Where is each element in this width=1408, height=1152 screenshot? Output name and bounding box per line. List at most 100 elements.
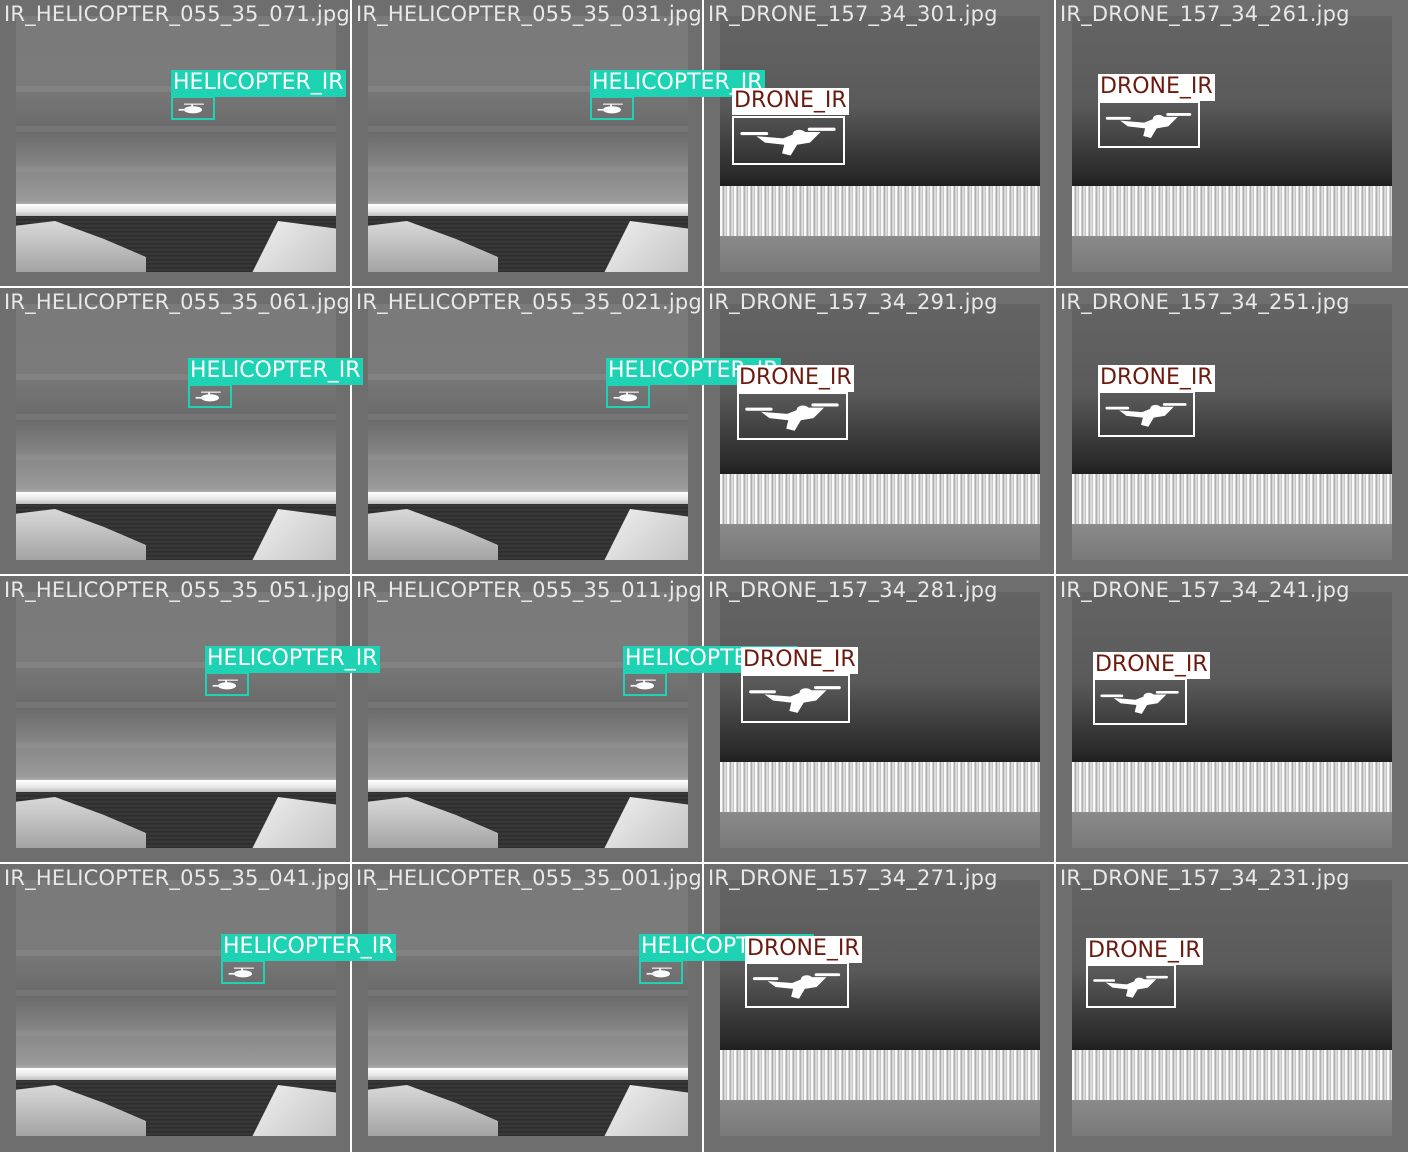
drone-icon <box>1101 104 1197 145</box>
class-label: HELICOPTER_IR <box>221 934 396 961</box>
helicopter-icon <box>224 963 262 981</box>
image-filename: IR_HELICOPTER_055_35_051.jpg <box>4 578 350 602</box>
image-tile[interactable]: IR_HELICOPTER_055_35_021.jpg <box>352 288 704 576</box>
bounding-box[interactable] <box>205 672 249 696</box>
class-label: DRONE_IR <box>745 936 862 963</box>
image-tile[interactable]: IR_HELICOPTER_055_35_051.jpg <box>0 576 352 864</box>
helicopter-icon <box>174 99 212 117</box>
image-tile[interactable]: IR_DRONE_157_34_261.jpg <box>1056 0 1408 288</box>
image-tile[interactable]: IR_DRONE_157_34_301.jpg <box>704 0 1056 288</box>
class-label: DRONE_IR <box>741 647 858 674</box>
grid-divider-horizontal <box>0 286 1408 288</box>
image-filename: IR_HELICOPTER_055_35_001.jpg <box>356 866 702 890</box>
image-tile[interactable]: IR_DRONE_157_34_291.jpg <box>704 288 1056 576</box>
bounding-box[interactable] <box>732 116 845 165</box>
image-filename: IR_HELICOPTER_055_35_061.jpg <box>4 290 350 314</box>
drone-icon <box>1096 681 1184 722</box>
thermal-sea-scene <box>368 304 688 560</box>
bounding-box[interactable] <box>606 384 650 408</box>
bounding-box[interactable] <box>1086 964 1176 1008</box>
image-filename: IR_DRONE_157_34_261.jpg <box>1060 2 1350 26</box>
image-tile[interactable]: IR_DRONE_157_34_281.jpg <box>704 576 1056 864</box>
thermal-sea-scene <box>16 880 336 1136</box>
helicopter-icon <box>191 387 229 405</box>
image-filename: IR_DRONE_157_34_291.jpg <box>708 290 998 314</box>
image-filename: IR_DRONE_157_34_231.jpg <box>1060 866 1350 890</box>
thermal-sea-scene <box>16 304 336 560</box>
bounding-box[interactable] <box>171 96 215 120</box>
image-tile[interactable]: IR_HELICOPTER_055_35_061.jpg <box>0 288 352 576</box>
image-tile[interactable]: IR_HELICOPTER_055_35_071.jpg <box>0 0 352 288</box>
class-label: HELICOPTER_IR <box>188 358 363 385</box>
thermal-sea-scene <box>368 16 688 272</box>
image-filename: IR_DRONE_157_34_301.jpg <box>708 2 998 26</box>
image-tile[interactable]: IR_HELICOPTER_055_35_011.jpg <box>352 576 704 864</box>
image-filename: IR_HELICOPTER_055_35_041.jpg <box>4 866 350 890</box>
image-tile[interactable]: IR_DRONE_157_34_251.jpg <box>1056 288 1408 576</box>
thermal-sea-scene <box>16 592 336 848</box>
thermal-forest-scene <box>1072 592 1392 848</box>
thermal-forest-scene <box>720 880 1040 1136</box>
drone-icon <box>1089 967 1173 1005</box>
thermal-forest-scene <box>720 16 1040 272</box>
bounding-box[interactable] <box>639 960 683 984</box>
image-tile[interactable]: IR_DRONE_157_34_271.jpg <box>704 864 1056 1152</box>
bounding-box[interactable] <box>745 962 849 1008</box>
image-filename: IR_DRONE_157_34_241.jpg <box>1060 578 1350 602</box>
image-tile[interactable]: IR_HELICOPTER_055_35_001.jpg <box>352 864 704 1152</box>
class-label: DRONE_IR <box>737 365 854 392</box>
image-filename: IR_DRONE_157_34_271.jpg <box>708 866 998 890</box>
image-filename: IR_HELICOPTER_055_35_071.jpg <box>4 2 350 26</box>
bounding-box[interactable] <box>737 392 848 440</box>
thermal-sea-scene <box>368 592 688 848</box>
thermal-forest-scene <box>1072 880 1392 1136</box>
bounding-box[interactable] <box>741 674 850 723</box>
grid-divider-vertical <box>1054 0 1056 1152</box>
image-tile[interactable]: IR_DRONE_157_34_241.jpg <box>1056 576 1408 864</box>
drone-icon <box>748 965 846 1005</box>
class-label: HELICOPTER_IR <box>590 70 765 97</box>
bounding-box[interactable] <box>1093 678 1187 725</box>
bounding-box[interactable] <box>188 384 232 408</box>
bounding-box[interactable] <box>623 672 667 696</box>
image-tile[interactable]: IR_HELICOPTER_055_35_031.jpg <box>352 0 704 288</box>
bounding-box[interactable] <box>1098 391 1195 437</box>
thermal-sea-scene <box>368 880 688 1136</box>
bounding-box[interactable] <box>1098 101 1200 148</box>
grid-divider-vertical <box>350 0 352 1152</box>
drone-icon <box>735 119 842 162</box>
class-label: HELICOPTER_IR <box>205 646 380 673</box>
image-tile[interactable]: IR_HELICOPTER_055_35_041.jpg <box>0 864 352 1152</box>
helicopter-icon <box>208 675 246 693</box>
grid-divider-horizontal <box>0 574 1408 576</box>
image-filename: IR_HELICOPTER_055_35_021.jpg <box>356 290 702 314</box>
bounding-box[interactable] <box>590 96 634 120</box>
helicopter-icon <box>642 963 680 981</box>
thermal-sea-scene <box>16 16 336 272</box>
image-filename: IR_HELICOPTER_055_35_011.jpg <box>356 578 702 602</box>
drone-icon <box>744 677 847 720</box>
grid-divider-horizontal <box>0 862 1408 864</box>
class-label: DRONE_IR <box>732 88 849 115</box>
bounding-box[interactable] <box>221 960 265 984</box>
image-tile[interactable]: IR_DRONE_157_34_231.jpg <box>1056 864 1408 1152</box>
thermal-forest-scene <box>1072 16 1392 272</box>
drone-icon <box>1101 394 1192 434</box>
helicopter-icon <box>593 99 631 117</box>
image-filename: IR_DRONE_157_34_281.jpg <box>708 578 998 602</box>
class-label: DRONE_IR <box>1098 365 1215 392</box>
thermal-forest-scene <box>1072 304 1392 560</box>
class-label: HELICOPTER_IR <box>171 70 346 97</box>
thermal-forest-scene <box>720 304 1040 560</box>
image-filename: IR_HELICOPTER_055_35_031.jpg <box>356 2 702 26</box>
class-label: DRONE_IR <box>1086 938 1203 965</box>
thermal-forest-scene <box>720 592 1040 848</box>
helicopter-icon <box>609 387 647 405</box>
class-label: DRONE_IR <box>1098 74 1215 101</box>
helicopter-icon <box>626 675 664 693</box>
drone-icon <box>740 395 845 437</box>
image-filename: IR_DRONE_157_34_251.jpg <box>1060 290 1350 314</box>
class-label: DRONE_IR <box>1093 652 1210 679</box>
grid-divider-vertical <box>702 0 704 1152</box>
